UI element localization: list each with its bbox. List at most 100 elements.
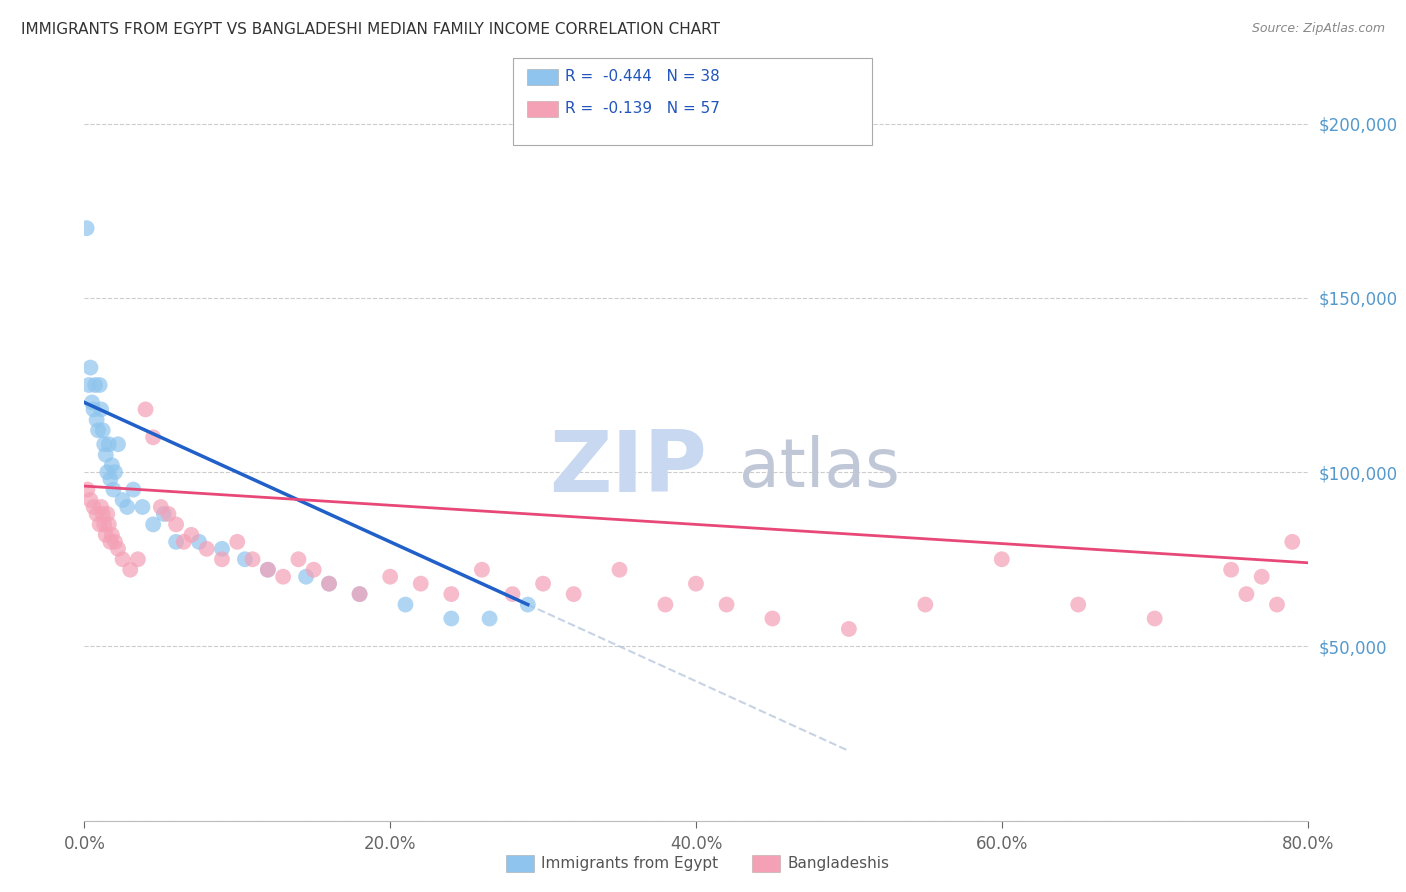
Point bbox=[97, 517, 120, 532]
Point bbox=[654, 598, 676, 612]
Point bbox=[98, 534, 121, 549]
Point bbox=[135, 402, 157, 417]
Point bbox=[440, 611, 463, 625]
Point bbox=[127, 552, 149, 566]
Point bbox=[87, 423, 110, 437]
Point bbox=[96, 507, 118, 521]
Point bbox=[97, 437, 120, 451]
Point bbox=[91, 507, 114, 521]
Point bbox=[233, 552, 256, 566]
Point bbox=[242, 552, 264, 566]
Point bbox=[271, 570, 294, 584]
Point bbox=[142, 430, 165, 444]
Point bbox=[98, 472, 121, 486]
Point bbox=[84, 378, 107, 392]
Point bbox=[318, 576, 340, 591]
Point bbox=[142, 517, 165, 532]
Point bbox=[502, 587, 524, 601]
Point bbox=[318, 576, 340, 591]
Point bbox=[1250, 570, 1272, 584]
Point bbox=[86, 507, 108, 521]
Point bbox=[188, 534, 211, 549]
Point bbox=[409, 576, 432, 591]
Point bbox=[83, 402, 105, 417]
Point bbox=[76, 483, 98, 497]
Point bbox=[115, 500, 138, 514]
Point bbox=[90, 402, 112, 417]
Text: R =  -0.139   N = 57: R = -0.139 N = 57 bbox=[565, 102, 720, 116]
Point bbox=[101, 528, 124, 542]
Point bbox=[76, 221, 98, 235]
Text: ZIP: ZIP bbox=[550, 427, 707, 510]
Point bbox=[394, 598, 416, 612]
Point bbox=[609, 563, 631, 577]
Point bbox=[131, 500, 153, 514]
Point bbox=[120, 563, 142, 577]
Point bbox=[173, 534, 195, 549]
Point bbox=[838, 622, 860, 636]
Point bbox=[103, 483, 125, 497]
Point bbox=[107, 437, 129, 451]
Point bbox=[195, 541, 218, 556]
Point bbox=[914, 598, 936, 612]
Point bbox=[562, 587, 585, 601]
Point bbox=[96, 465, 118, 479]
Point bbox=[211, 552, 233, 566]
Point bbox=[471, 563, 494, 577]
Point bbox=[287, 552, 309, 566]
Point bbox=[685, 576, 707, 591]
Point bbox=[79, 360, 101, 375]
Point bbox=[77, 378, 100, 392]
Text: Immigrants from Egypt: Immigrants from Egypt bbox=[541, 856, 718, 871]
Point bbox=[180, 528, 202, 542]
Point bbox=[716, 598, 738, 612]
Point bbox=[94, 448, 117, 462]
Point bbox=[165, 534, 187, 549]
Point bbox=[93, 517, 115, 532]
Point bbox=[111, 493, 134, 508]
Point bbox=[101, 458, 124, 472]
Point bbox=[79, 493, 101, 508]
Point bbox=[302, 563, 325, 577]
Point bbox=[1067, 598, 1090, 612]
Point bbox=[107, 541, 129, 556]
Point bbox=[1281, 534, 1303, 549]
Point bbox=[104, 465, 127, 479]
Point bbox=[83, 500, 105, 514]
Point bbox=[1236, 587, 1258, 601]
Point bbox=[516, 598, 538, 612]
Text: atlas: atlas bbox=[738, 435, 900, 501]
Point bbox=[157, 507, 180, 521]
Point bbox=[211, 541, 233, 556]
Text: R =  -0.444   N = 38: R = -0.444 N = 38 bbox=[565, 70, 720, 84]
Point bbox=[80, 395, 103, 409]
Point bbox=[257, 563, 280, 577]
Point bbox=[440, 587, 463, 601]
Point bbox=[153, 507, 176, 521]
Point bbox=[149, 500, 172, 514]
Point bbox=[531, 576, 554, 591]
Point bbox=[94, 528, 117, 542]
Point bbox=[991, 552, 1014, 566]
Point bbox=[349, 587, 371, 601]
Point bbox=[257, 563, 280, 577]
Point bbox=[89, 378, 111, 392]
Point bbox=[380, 570, 402, 584]
Point bbox=[165, 517, 187, 532]
Point bbox=[1265, 598, 1288, 612]
Point bbox=[761, 611, 783, 625]
Point bbox=[122, 483, 145, 497]
Point bbox=[1220, 563, 1243, 577]
Point bbox=[93, 437, 115, 451]
Point bbox=[478, 611, 501, 625]
Point bbox=[295, 570, 318, 584]
Point bbox=[86, 413, 108, 427]
Text: Source: ZipAtlas.com: Source: ZipAtlas.com bbox=[1251, 22, 1385, 36]
Point bbox=[111, 552, 134, 566]
Point bbox=[349, 587, 371, 601]
Text: IMMIGRANTS FROM EGYPT VS BANGLADESHI MEDIAN FAMILY INCOME CORRELATION CHART: IMMIGRANTS FROM EGYPT VS BANGLADESHI MED… bbox=[21, 22, 720, 37]
Text: Bangladeshis: Bangladeshis bbox=[787, 856, 890, 871]
Point bbox=[1143, 611, 1166, 625]
Point bbox=[90, 500, 112, 514]
Point bbox=[226, 534, 249, 549]
